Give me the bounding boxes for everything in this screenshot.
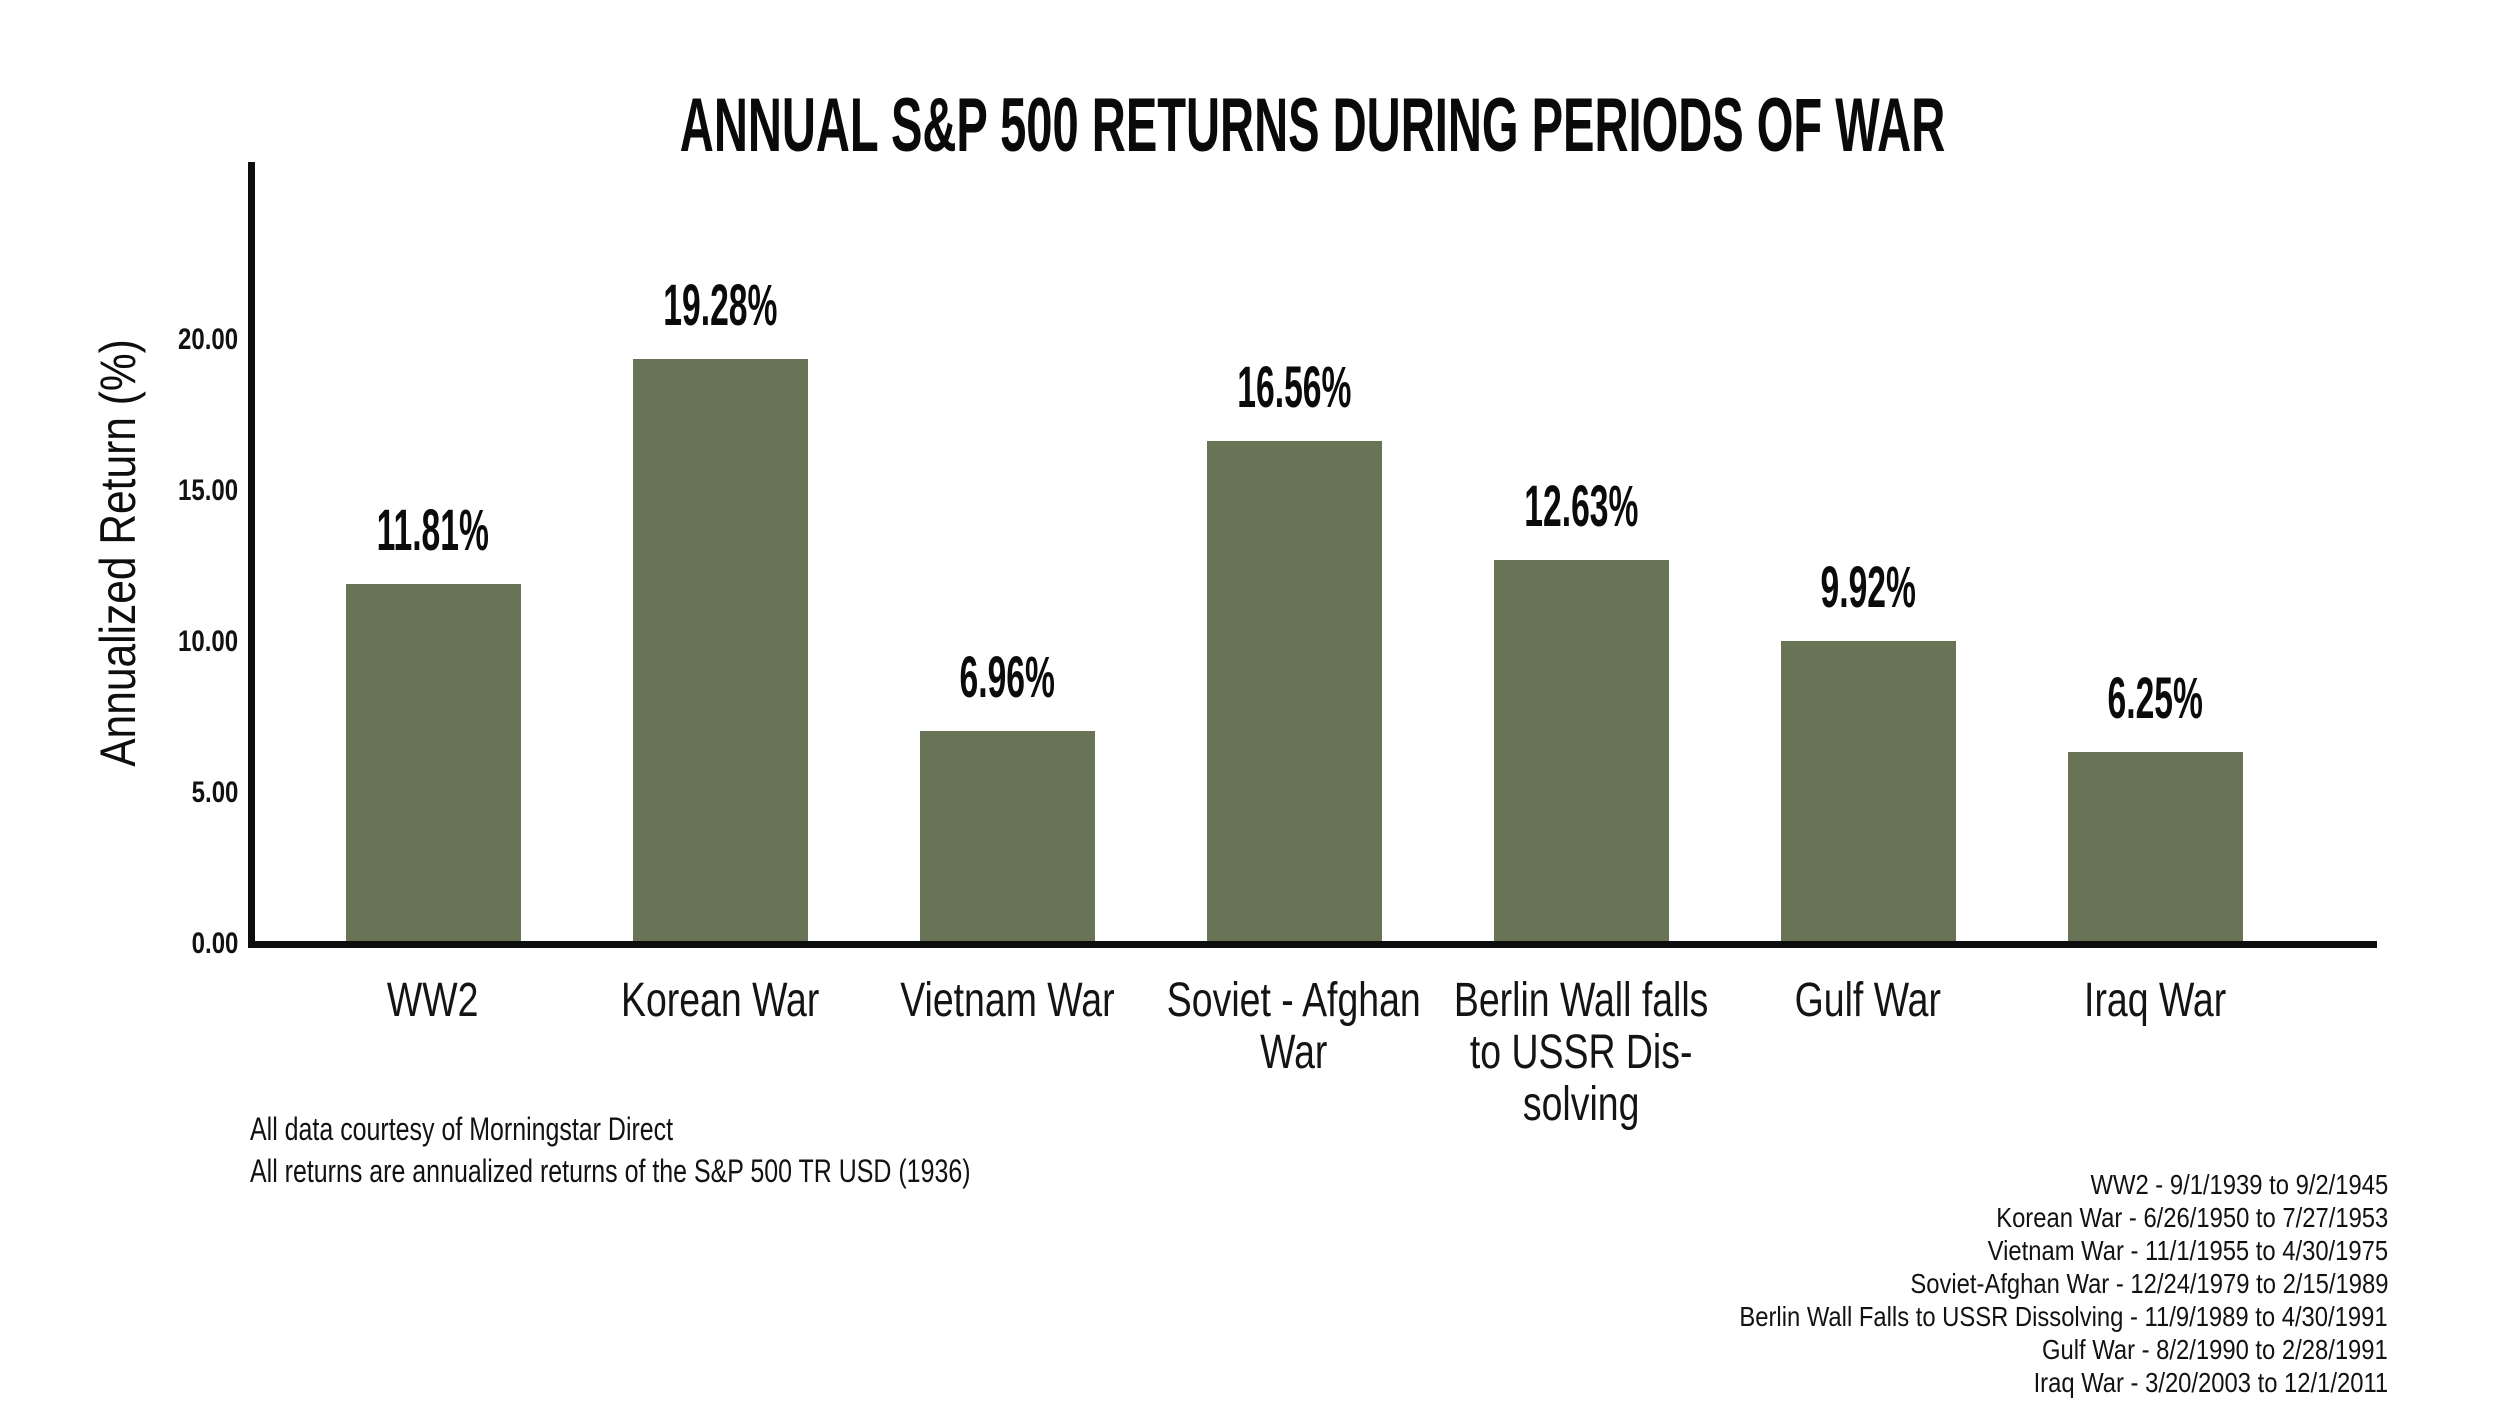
- bar-value-text: 6.25%: [2107, 666, 2203, 731]
- war-period-text: Iraq War - 3/20/2003 to 12/1/2011: [2033, 1367, 2388, 1398]
- y-tick-label-15: 15.00: [0, 472, 238, 510]
- x-axis-label-gulf-war: Gulf War: [1568, 975, 2168, 1027]
- bar-value-label-korean-war: 19.28%: [420, 271, 1020, 341]
- bar-ww2: [345, 584, 521, 941]
- x-axis-label-text: Iraq War: [2083, 974, 2227, 1027]
- war-period-text: WW2 - 9/1/1939 to 9/2/1945: [2090, 1169, 2388, 1200]
- y-tick-label-5: 5.00: [0, 774, 238, 812]
- x-axis-label-text: WW2: [387, 974, 479, 1027]
- bar-value-text: 6.96%: [959, 645, 1055, 710]
- x-axis-label-text: Gulf War: [1794, 974, 1942, 1027]
- bar-berlin-wall-falls: [1493, 560, 1669, 941]
- war-period-line-1: WW2 - 9/1/1939 to 9/2/1945: [1625, 1168, 2388, 1201]
- bar-value-label-soviet-afghan: 16.56%: [994, 353, 1594, 423]
- chart-title-text: ANNUAL S&P 500 RETURNS DURING PERIODS OF…: [679, 83, 1946, 168]
- bar-iraq-war: [2067, 752, 2243, 941]
- x-axis-line: [248, 941, 2377, 948]
- source-note-text: All data courtesy of Morningstar Direct: [250, 1111, 674, 1147]
- bar-value-text: 12.63%: [1523, 474, 1639, 539]
- x-axis-label-text: Vietnam War: [899, 974, 1115, 1027]
- war-period-annotations: WW2 - 9/1/1939 to 9/2/1945 Korean War - 6…: [1625, 1168, 2388, 1399]
- x-axis-label-berlin-wall-falls: Berlin Wall falls to USSR Dis- solving: [1281, 975, 1881, 1131]
- war-period-line-6: Gulf War - 8/2/1990 to 2/28/1991: [1625, 1333, 2388, 1366]
- source-note-line-1: All data courtesy of Morningstar Direct: [250, 1108, 1174, 1150]
- x-axis-label-korean-war: Korean War: [420, 975, 1020, 1027]
- war-period-line-5: Berlin Wall Falls to USSR Dissolving - 1…: [1625, 1300, 2388, 1333]
- bar-gulf-war: [1780, 641, 1956, 941]
- bar-value-label-vietnam-war: 6.96%: [707, 643, 1307, 713]
- chart-title: ANNUAL S&P 500 RETURNS DURING PERIODS OF…: [248, 82, 2377, 169]
- y-tick-text: 0.00: [191, 927, 238, 960]
- bar-value-label-gulf-war: 9.92%: [1568, 553, 2168, 623]
- x-axis-label-text: Berlin Wall falls to USSR Dis- solving: [1453, 974, 1709, 1131]
- y-tick-text: 10.00: [177, 625, 238, 658]
- x-axis-label-text: Soviet - Afghan War: [1167, 974, 1421, 1079]
- war-period-line-4: Soviet-Afghan War - 12/24/1979 to 2/15/1…: [1625, 1267, 2388, 1300]
- bar-value-label-berlin-wall-falls: 12.63%: [1281, 472, 1881, 542]
- source-notes: All data courtesy of Morningstar Direct A…: [250, 1108, 1174, 1192]
- war-period-text: Korean War - 6/26/1950 to 7/27/1953: [1995, 1202, 2388, 1233]
- war-period-text: Vietnam War - 11/1/1955 to 4/30/1975: [1987, 1235, 2388, 1266]
- bar-value-text: 11.81%: [376, 498, 490, 563]
- war-period-text: Soviet-Afghan War - 12/24/1979 to 2/15/1…: [1909, 1268, 2388, 1299]
- war-period-line-2: Korean War - 6/26/1950 to 7/27/1953: [1625, 1201, 2388, 1234]
- y-axis-line: [248, 162, 255, 948]
- y-tick-text: 5.00: [191, 776, 238, 809]
- source-note-line-2: All returns are annualized returns of th…: [250, 1150, 1174, 1192]
- bar-value-text: 16.56%: [1236, 355, 1352, 420]
- war-period-line-3: Vietnam War - 11/1/1955 to 4/30/1975: [1625, 1234, 2388, 1267]
- x-axis-label-iraq-war: Iraq War: [1855, 975, 2455, 1027]
- war-period-text: Berlin Wall Falls to USSR Dissolving - 1…: [1739, 1301, 2388, 1332]
- y-tick-label-20: 20.00: [0, 321, 238, 359]
- y-tick-label-0: 0.00: [0, 925, 238, 963]
- bar-vietnam-war: [919, 731, 1095, 941]
- bar-soviet-afghan: [1206, 441, 1382, 941]
- bar-value-text: 9.92%: [1820, 555, 1916, 620]
- y-tick-label-10: 10.00: [0, 623, 238, 661]
- x-axis-label-soviet-afghan: Soviet - Afghan War: [994, 975, 1594, 1079]
- bar-value-label-iraq-war: 6.25%: [1855, 664, 2455, 734]
- x-axis-label-vietnam-war: Vietnam War: [707, 975, 1307, 1027]
- war-period-line-7: Iraq War - 3/20/2003 to 12/1/2011: [1625, 1366, 2388, 1399]
- x-axis-label-text: Korean War: [620, 974, 820, 1027]
- bar-value-text: 19.28%: [662, 273, 778, 338]
- x-axis-label-ww2: WW2: [133, 975, 733, 1027]
- bar-korean-war: [632, 359, 808, 941]
- war-period-text: Gulf War - 8/2/1990 to 2/28/1991: [2042, 1334, 2388, 1365]
- y-tick-text: 20.00: [177, 323, 238, 356]
- y-tick-text: 15.00: [177, 474, 238, 507]
- source-note-text: All returns are annualized returns of th…: [250, 1153, 971, 1189]
- bar-value-label-ww2: 11.81%: [133, 496, 733, 566]
